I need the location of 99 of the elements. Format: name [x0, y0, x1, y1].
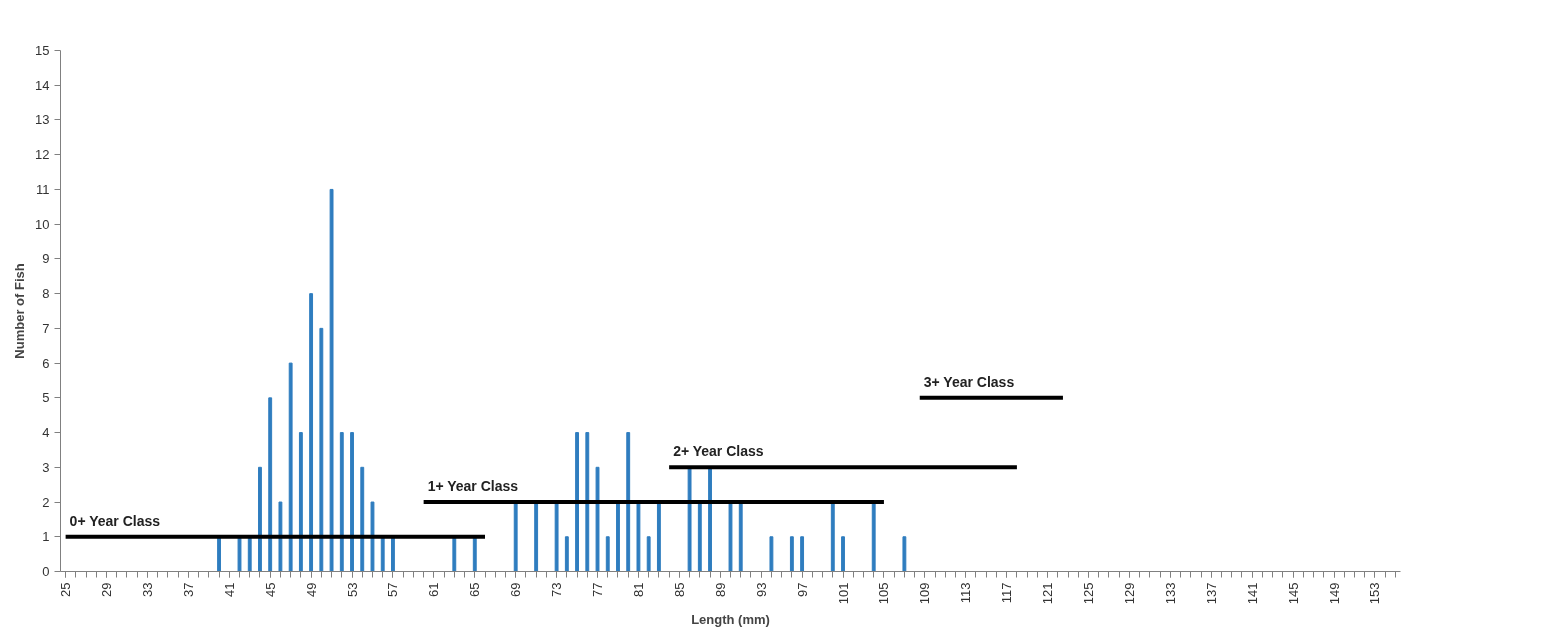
x-tick-label: 97 — [794, 582, 810, 597]
x-tick-label: 41 — [221, 582, 237, 597]
bar — [329, 188, 334, 572]
y-tick-label: 0 — [42, 564, 50, 579]
bar — [687, 466, 692, 572]
series-label: 1+ Year Class — [427, 478, 519, 495]
bar — [319, 327, 324, 572]
bar — [452, 536, 457, 572]
bar — [708, 466, 712, 572]
y-tick-label: 13 — [35, 112, 50, 128]
x-tick-label: 69 — [508, 582, 524, 597]
y-tick-label: 10 — [35, 216, 50, 232]
bar — [370, 501, 375, 572]
x-tick-label: 65 — [467, 582, 483, 597]
y-tick-label: 4 — [42, 425, 50, 441]
bar — [298, 432, 303, 572]
x-tick-label: 125 — [1081, 582, 1097, 605]
x-tick-label: 101 — [835, 582, 851, 605]
bar — [564, 536, 569, 572]
bar — [554, 501, 559, 572]
y-tick-label: 14 — [35, 77, 50, 93]
x-tick-label: 89 — [712, 582, 728, 597]
bar — [268, 397, 273, 572]
bar — [605, 536, 610, 572]
bar — [595, 466, 600, 572]
x-tick-label: 45 — [262, 582, 278, 597]
x-tick-label: 129 — [1121, 582, 1137, 605]
bar — [350, 432, 354, 572]
x-tick-label: 49 — [303, 582, 319, 597]
y-tick-label: 12 — [35, 147, 50, 163]
bar — [534, 501, 539, 572]
x-tick-label: 117 — [999, 582, 1015, 604]
bar — [871, 501, 876, 572]
y-tick-label: 6 — [42, 355, 50, 371]
x-tick-label: 73 — [549, 582, 565, 597]
x-tick-label: 25 — [58, 582, 74, 597]
y-tick-label: 5 — [42, 390, 50, 406]
x-tick-label: 77 — [590, 582, 606, 597]
y-tick-label: 11 — [36, 181, 50, 197]
x-tick-label: 85 — [671, 582, 687, 597]
bar — [626, 432, 631, 572]
series-label: 0+ Year Class — [69, 512, 161, 529]
bar — [288, 362, 293, 572]
bar — [697, 501, 702, 572]
x-tick-label: 61 — [426, 582, 442, 597]
bar — [391, 536, 395, 572]
bar — [237, 536, 242, 572]
x-tick-label: 29 — [99, 582, 115, 597]
x-tick-label: 109 — [917, 582, 933, 605]
x-tick-label: 37 — [180, 582, 196, 597]
bar — [360, 466, 365, 572]
bar — [575, 432, 579, 572]
x-tick-label: 113 — [958, 582, 974, 604]
bar — [902, 536, 907, 572]
series-label: 2+ Year Class — [673, 443, 764, 460]
bar — [656, 501, 661, 572]
bar — [278, 501, 283, 572]
y-tick-label: 2 — [42, 494, 50, 510]
x-axis-title: Length (mm) — [691, 612, 770, 628]
bar — [646, 536, 651, 572]
bar — [472, 536, 477, 572]
x-tick-label: 149 — [1326, 582, 1342, 605]
y-tick-label: 9 — [42, 251, 50, 267]
x-tick-label: 137 — [1203, 582, 1219, 605]
bar — [258, 466, 262, 572]
x-tick-label: 153 — [1367, 582, 1383, 605]
series-label: 3+ Year Class — [923, 373, 1015, 390]
bar — [841, 536, 845, 572]
bar — [738, 501, 743, 572]
y-tick-label: 7 — [42, 320, 50, 336]
bar — [309, 293, 314, 572]
bar — [585, 432, 590, 572]
y-axis-title: Number of Fish — [12, 263, 28, 359]
x-tick-label: 121 — [1040, 582, 1056, 605]
bar — [616, 501, 620, 572]
bar — [728, 501, 733, 572]
bar — [217, 536, 221, 572]
bar — [513, 501, 518, 572]
bar — [789, 536, 794, 572]
bar — [380, 536, 385, 572]
x-tick-label: 57 — [385, 582, 401, 597]
x-tick-label: 133 — [1162, 582, 1178, 605]
bar — [769, 536, 774, 572]
bar — [636, 501, 641, 572]
x-tick-label: 33 — [139, 582, 155, 597]
x-tick-label: 53 — [344, 582, 360, 597]
y-tick-label: 1 — [42, 529, 50, 545]
x-tick-label: 81 — [630, 582, 646, 597]
y-tick-label: 8 — [42, 286, 50, 302]
y-tick-label: 3 — [42, 459, 50, 475]
x-tick-label: 141 — [1244, 582, 1260, 605]
bar — [339, 432, 344, 572]
x-tick-label: 145 — [1285, 582, 1301, 605]
y-tick-label: 15 — [35, 43, 50, 58]
bar — [247, 536, 252, 572]
x-tick-label: 93 — [753, 582, 769, 597]
bar — [830, 501, 835, 572]
x-tick-label: 105 — [876, 582, 892, 605]
bar — [800, 536, 805, 572]
